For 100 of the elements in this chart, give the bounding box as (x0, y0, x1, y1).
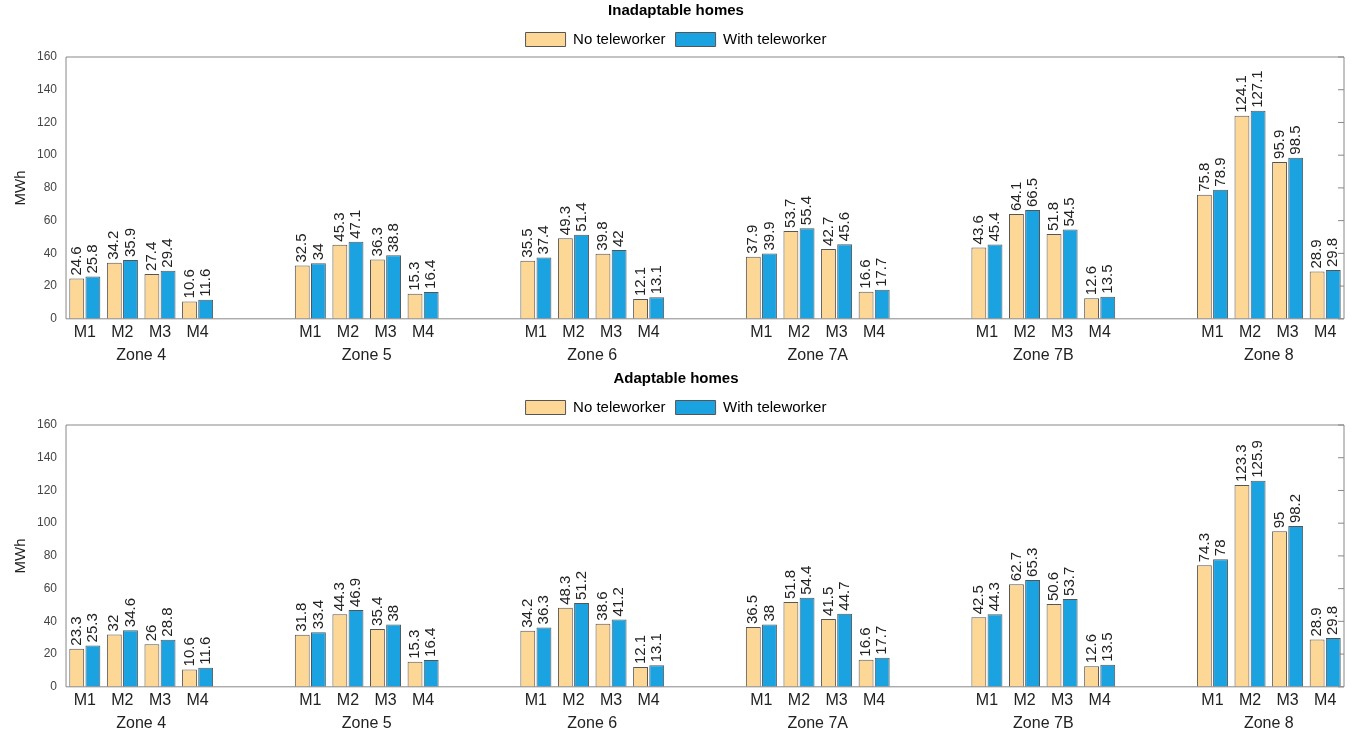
y-tick-label: 100 (36, 515, 58, 530)
y-tick-label: 40 (43, 245, 58, 260)
data-label: 29.8 (1323, 237, 1341, 268)
y-tick-label: 80 (43, 180, 58, 195)
data-label: 66.5 (1022, 177, 1040, 207)
data-label: 54.4 (797, 565, 815, 595)
data-label: 25.8 (83, 244, 101, 274)
data-label: 50.6 (1044, 571, 1062, 602)
x-tick-label: M4 (863, 690, 886, 708)
x-tick-label: M1 (299, 322, 322, 340)
data-label: 44.3 (329, 582, 347, 612)
y-tick-label: 0 (50, 679, 58, 694)
x-tick-label: M2 (1238, 690, 1262, 708)
y-axis-title: MWh (11, 538, 29, 574)
x-tick-label: M2 (1238, 322, 1262, 340)
x-tick-label: M1 (73, 690, 97, 708)
data-label: 17.7 (872, 257, 890, 287)
data-label: 51.4 (571, 202, 589, 232)
data-label: 32 (104, 614, 122, 632)
data-label: 55.4 (797, 195, 815, 226)
x-tick-label: M1 (1201, 322, 1224, 340)
data-label: 42 (609, 230, 627, 248)
data-label: 38 (759, 604, 777, 622)
x-tick-label: M2 (336, 690, 360, 708)
data-label: 23.3 (66, 616, 84, 646)
text: Zone 6 (567, 346, 618, 364)
x-tick-label: M2 (562, 690, 585, 708)
y-tick-label: 60 (43, 212, 58, 227)
data-label: 125.9 (1248, 440, 1266, 478)
x-tick-label: M3 (1050, 690, 1074, 708)
data-label: 51.8 (1044, 201, 1062, 232)
data-label: 98.5 (1285, 125, 1303, 155)
data-label: 98.2 (1285, 493, 1303, 524)
x-tick-label: M3 (1050, 322, 1074, 340)
data-label: 41.5 (818, 586, 836, 616)
data-label: 12.1 (630, 634, 648, 664)
data-label: 11.6 (195, 268, 213, 297)
data-label: 28.9 (1307, 239, 1325, 269)
x-tick-label: M4 (1088, 690, 1111, 708)
data-label: 75.8 (1194, 162, 1212, 192)
data-label: 36.3 (367, 227, 385, 257)
data-label: 39.8 (593, 221, 611, 251)
data-label: 33.4 (308, 599, 326, 630)
x-tick-label: M3 (374, 322, 397, 340)
y-tick-label: 20 (43, 278, 58, 293)
data-label: 44.3 (985, 582, 1003, 612)
data-label: 41.2 (609, 587, 627, 617)
x-tick-label: M3 (1276, 322, 1299, 340)
data-label: 53.7 (1060, 566, 1078, 596)
data-label: 36.3 (534, 595, 552, 625)
y-tick-label: 40 (43, 613, 58, 628)
x-tick-label: M3 (148, 690, 172, 708)
x-tick-label: M4 (637, 690, 660, 708)
data-label: 31.8 (292, 602, 310, 632)
data-label: 43.6 (968, 215, 986, 245)
x-tick-label: M4 (411, 690, 435, 708)
data-label: 10.6 (179, 637, 197, 667)
x-tick-label: M4 (863, 322, 886, 340)
x-tick-label: M3 (374, 690, 397, 708)
x-tick-label: M2 (787, 322, 811, 340)
data-label: 78 (1210, 539, 1228, 557)
text: Zone 6 (567, 714, 618, 732)
y-tick-label: 20 (43, 646, 58, 661)
y-tick-label: 100 (36, 147, 58, 162)
x-tick-label: M3 (825, 690, 848, 708)
chart-title: Adaptable homes (613, 369, 739, 387)
data-label: 17.7 (872, 625, 890, 655)
x-tick-label: M3 (148, 322, 172, 340)
x-tick-label: M3 (599, 690, 623, 708)
y-tick-label: 0 (50, 311, 58, 326)
x-tick-label: M1 (750, 322, 773, 340)
data-label: 38 (383, 604, 401, 622)
data-label: 35.4 (367, 596, 385, 626)
data-label: 37.4 (534, 225, 552, 255)
text: Zone 5 (341, 346, 392, 364)
y-tick-label: 60 (43, 580, 58, 595)
x-tick-label: M3 (599, 322, 623, 340)
data-label: 10.6 (179, 269, 197, 299)
data-label: 53.7 (781, 198, 799, 228)
data-label: 16.4 (421, 627, 439, 657)
x-tick-label: M3 (1276, 690, 1299, 708)
data-label: 28.9 (1307, 607, 1325, 637)
data-label: 34.2 (104, 230, 122, 260)
x-tick-label: M1 (299, 690, 322, 708)
x-tick-label: M4 (637, 322, 660, 340)
data-label: 15.3 (405, 629, 423, 659)
data-label: 12.1 (630, 266, 648, 296)
data-label: 32.5 (292, 233, 310, 263)
x-tick-label: M1 (524, 690, 548, 708)
x-tick-label: M4 (186, 690, 209, 708)
data-label: 29.8 (1323, 605, 1341, 636)
data-label: 51.8 (781, 569, 799, 600)
data-label: 12.6 (1081, 265, 1099, 296)
x-tick-label: M1 (1201, 690, 1224, 708)
y-tick-label: 80 (43, 548, 58, 563)
text: Zone 4 (116, 714, 167, 732)
data-label: 45.6 (834, 211, 852, 242)
data-label: 34.6 (120, 597, 138, 628)
data-label: 65.3 (1022, 547, 1040, 577)
text: Zone 4 (116, 346, 167, 364)
